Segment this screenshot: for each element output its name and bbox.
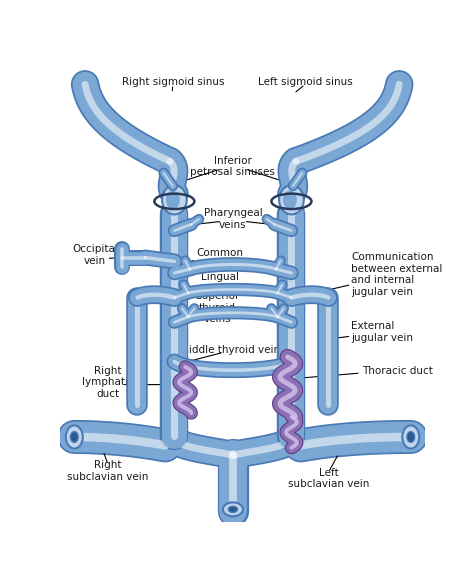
Text: External
jugular vein: External jugular vein [352, 322, 413, 343]
Ellipse shape [283, 191, 297, 209]
Ellipse shape [223, 502, 243, 517]
Ellipse shape [402, 426, 419, 448]
Text: Occipital
vein: Occipital vein [72, 244, 118, 266]
Text: Thoracic duct: Thoracic duct [362, 366, 433, 376]
Ellipse shape [162, 185, 187, 214]
Ellipse shape [66, 426, 83, 448]
Text: Pharyngeal
veins: Pharyngeal veins [203, 208, 262, 230]
Ellipse shape [166, 191, 180, 209]
Text: Inferior
petrosaI sinuses: Inferior petrosaI sinuses [191, 156, 275, 177]
Text: Common
facial veins: Common facial veins [190, 248, 249, 270]
Text: Right
lymphatic
duct: Right lymphatic duct [82, 366, 134, 399]
Text: Lingual
veins: Lingual veins [201, 272, 239, 294]
Ellipse shape [228, 506, 237, 512]
Ellipse shape [407, 431, 415, 443]
Text: Left sigmoid sinus: Left sigmoid sinus [258, 76, 353, 87]
Text: Right
subclavian vein: Right subclavian vein [67, 460, 149, 482]
Text: Left
subclavian vein: Left subclavian vein [288, 468, 369, 490]
Text: Communication
between external
and internal
jugular vein: Communication between external and inter… [352, 252, 443, 297]
Text: Right sigmoid sinus: Right sigmoid sinus [122, 76, 224, 87]
Ellipse shape [71, 431, 78, 443]
Text: Superior
thyroid
veins: Superior thyroid veins [195, 291, 240, 324]
Ellipse shape [279, 185, 304, 214]
Text: Middle thyroid veins: Middle thyroid veins [180, 345, 286, 355]
